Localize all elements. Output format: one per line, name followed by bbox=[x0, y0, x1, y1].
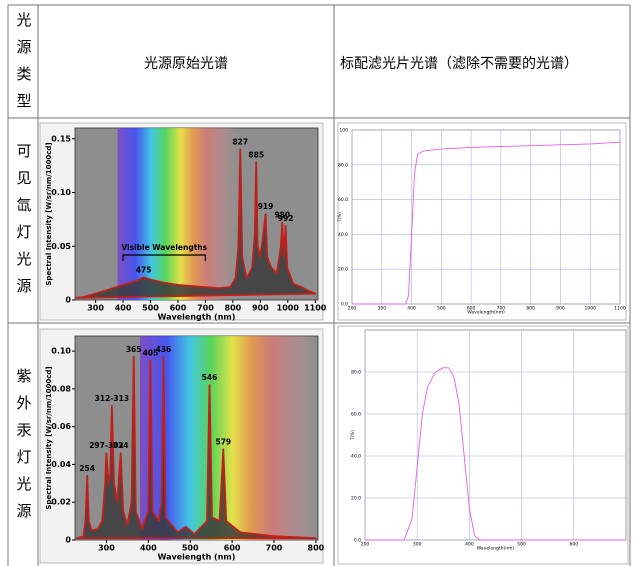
y-tick-label: 0.02 bbox=[51, 498, 71, 507]
y-tick-label: 0.15 bbox=[51, 134, 71, 143]
y-axis-label: T(%) bbox=[337, 212, 342, 223]
x-axis-label: Wavelength (nm) bbox=[158, 553, 236, 562]
spectrum bbox=[75, 148, 317, 299]
spectrum bbox=[76, 355, 317, 539]
x-tick-label: 600 bbox=[570, 542, 579, 548]
y-tick-label: 0.0 bbox=[341, 302, 348, 308]
x-tick-label: 200 bbox=[348, 306, 357, 312]
header-filter: 标配滤光片光谱（滤除不需要的光谱） bbox=[340, 56, 578, 72]
x-tick-label: 300 bbox=[413, 542, 422, 548]
y-tick-label: 0.10 bbox=[51, 347, 71, 356]
x-tick-label: 500 bbox=[142, 304, 159, 313]
header-type: 光源类型 bbox=[15, 12, 33, 120]
plot-area bbox=[351, 129, 621, 305]
x-tick-label: 300 bbox=[98, 544, 115, 553]
y-tick-label: 40.0 bbox=[351, 454, 361, 460]
x-tick-label: 400 bbox=[140, 544, 157, 553]
y-tick-label: 0.0 bbox=[354, 538, 361, 544]
transmission-curve bbox=[365, 367, 626, 541]
y-tick-label: 20.0 bbox=[351, 496, 361, 502]
y-axis-label: T(%) bbox=[350, 430, 355, 441]
x-tick-label: 500 bbox=[437, 306, 446, 312]
bracket bbox=[122, 254, 207, 261]
y-tick-label: 100 bbox=[339, 128, 348, 134]
x-tick-label: 600 bbox=[224, 544, 241, 553]
x-axis-label: Wavelength(nm) bbox=[467, 310, 505, 316]
x-tick-label: 500 bbox=[182, 544, 199, 553]
peak-label: 827 bbox=[232, 138, 248, 147]
peak-label: 334 bbox=[113, 441, 129, 450]
x-tick-label: 900 bbox=[252, 304, 269, 313]
peak-label: 365 bbox=[126, 345, 142, 354]
y-tick-label: 80.0 bbox=[338, 162, 348, 168]
peak-label: 579 bbox=[215, 437, 231, 446]
y-tick-label: 0.08 bbox=[51, 384, 71, 393]
y-tick-label: 0.05 bbox=[51, 242, 71, 251]
y-tick-label: 0.10 bbox=[51, 188, 71, 197]
x-tick-label: 700 bbox=[266, 544, 283, 553]
x-tick-label: 1000 bbox=[584, 306, 596, 312]
x-tick-label: 400 bbox=[115, 304, 132, 313]
x-tick-label: 500 bbox=[517, 542, 526, 548]
peak-label: 297-302 bbox=[89, 441, 123, 450]
visible-band bbox=[139, 336, 318, 540]
bracket-label: Visible Wavelengths bbox=[121, 243, 207, 252]
x-tick-label: 600 bbox=[170, 304, 187, 313]
y-tick-label: 0.06 bbox=[51, 422, 71, 431]
peak-label: 312-313 bbox=[95, 394, 129, 403]
x-axis-label: Wavelength(nm) bbox=[477, 546, 515, 552]
x-tick-label: 1100 bbox=[304, 304, 327, 313]
y-axis-label: Spectral Intensity [W/sr/nm/1000cd] bbox=[45, 366, 53, 509]
y-tick-label: 60.0 bbox=[338, 197, 348, 203]
x-tick-label: 800 bbox=[308, 544, 325, 553]
x-tick-label: 300 bbox=[377, 306, 386, 312]
x-tick-label: 400 bbox=[407, 306, 416, 312]
x-tick-label: 700 bbox=[497, 306, 506, 312]
peak-label: 405 bbox=[143, 349, 159, 358]
transmission-curve bbox=[352, 141, 621, 305]
row-label: 紫外汞灯光源 bbox=[15, 368, 33, 530]
x-tick-label: 700 bbox=[197, 304, 214, 313]
x-tick-label: 600 bbox=[467, 306, 476, 312]
peak-label: 992 bbox=[278, 214, 294, 223]
peak-label: 546 bbox=[202, 373, 218, 382]
table-grid bbox=[7, 4, 631, 566]
x-axis-label: Wavelength (nm) bbox=[158, 313, 236, 322]
x-tick-label: 400 bbox=[465, 542, 474, 548]
y-tick-label: 40.0 bbox=[338, 232, 348, 238]
y-tick-label: 0 bbox=[65, 536, 71, 545]
row-label: 可见氙灯光源 bbox=[15, 143, 33, 305]
x-tick-label: 1100 bbox=[614, 306, 626, 312]
peak-label: 254 bbox=[79, 464, 95, 473]
header-original: 光源原始光谱 bbox=[144, 56, 228, 72]
x-tick-label: 200 bbox=[361, 542, 370, 548]
x-tick-label: 900 bbox=[556, 306, 565, 312]
peak-label: 919 bbox=[258, 202, 274, 211]
peak-label: 436 bbox=[156, 345, 172, 354]
y-tick-label: 20.0 bbox=[338, 267, 348, 273]
y-axis-label: Spectral Intensity [W/sr/nm/1000cd] bbox=[45, 142, 53, 285]
peak-label: 475 bbox=[136, 265, 152, 274]
peak-label: 980 bbox=[274, 211, 290, 220]
visible-band bbox=[117, 128, 239, 300]
x-tick-label: 800 bbox=[225, 304, 242, 313]
y-tick-label: 0.04 bbox=[51, 460, 71, 469]
y-tick-label: 80.0 bbox=[351, 370, 361, 376]
y-tick-label: 60.0 bbox=[351, 412, 361, 418]
x-tick-label: 800 bbox=[526, 306, 535, 312]
peak-label: 885 bbox=[248, 150, 264, 159]
plot-area bbox=[364, 329, 627, 541]
x-tick-label: 1000 bbox=[277, 304, 300, 313]
x-tick-label: 300 bbox=[87, 304, 104, 313]
y-tick-label: 0 bbox=[65, 296, 71, 305]
